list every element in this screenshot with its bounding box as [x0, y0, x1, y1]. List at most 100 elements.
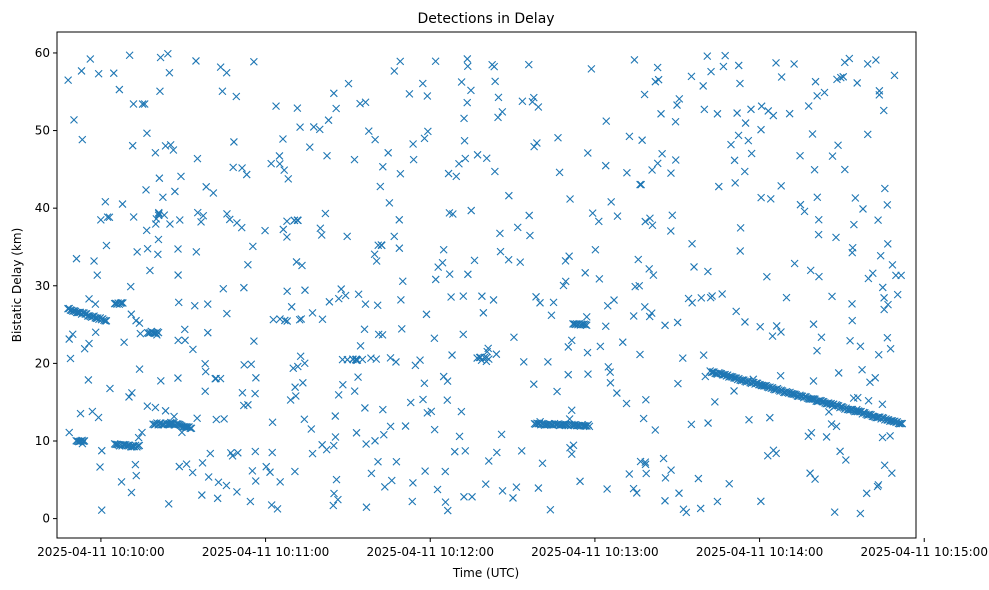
data-point: [209, 189, 218, 197]
data-point: [117, 478, 126, 486]
data-point: [318, 315, 327, 324]
data-point: [880, 184, 889, 193]
data-point: [396, 57, 405, 66]
data-point: [377, 241, 386, 250]
data-point: [362, 503, 371, 512]
data-point: [187, 424, 196, 433]
data-point: [525, 211, 534, 220]
data-point: [610, 296, 618, 304]
data-point: [529, 380, 538, 389]
data-point: [817, 333, 826, 342]
data-point: [484, 344, 493, 353]
data-point: [460, 136, 469, 145]
data-point: [309, 123, 318, 131]
data-point: [704, 419, 712, 427]
data-point: [623, 168, 631, 177]
y-tick-label: 30: [35, 279, 50, 293]
x-axis-label: Time (UTC): [452, 566, 519, 580]
data-point: [613, 212, 622, 221]
data-point: [818, 397, 827, 406]
y-tick-label: 60: [35, 46, 50, 60]
data-point: [289, 364, 298, 373]
data-point: [648, 166, 656, 174]
data-point: [814, 215, 823, 224]
data-point: [690, 263, 698, 271]
data-point: [654, 75, 663, 84]
data-point: [809, 320, 818, 329]
data-point: [135, 365, 144, 373]
data-point: [441, 498, 450, 506]
data-point: [536, 298, 544, 307]
data-point: [244, 260, 252, 269]
data-point: [883, 333, 892, 342]
data-point: [703, 52, 712, 61]
data-point: [811, 77, 820, 86]
data-point: [182, 460, 191, 469]
data-point: [897, 419, 905, 428]
data-point: [233, 487, 241, 496]
data-point: [810, 165, 819, 174]
data-point: [461, 446, 470, 455]
data-marks: [64, 49, 907, 518]
data-point: [601, 322, 610, 331]
data-point: [450, 447, 459, 456]
data-point: [880, 305, 889, 314]
data-point: [862, 489, 871, 498]
data-point: [261, 226, 269, 235]
data-point: [134, 433, 143, 442]
y-axis: 0 10 20 30 40 50 60: [35, 46, 57, 526]
data-point: [64, 76, 73, 85]
data-point: [630, 55, 639, 64]
data-point: [460, 492, 468, 501]
data-point: [874, 216, 882, 224]
data-point: [225, 215, 234, 224]
data-point: [762, 272, 771, 281]
data-point: [193, 414, 202, 423]
data-point: [354, 290, 363, 299]
data-point: [555, 168, 564, 177]
data-point: [490, 167, 499, 176]
data-point: [836, 447, 844, 456]
data-point: [127, 488, 136, 497]
data-point: [646, 214, 654, 223]
data-point: [813, 92, 822, 100]
data-point: [419, 395, 427, 404]
data-point: [653, 63, 662, 72]
data-point: [745, 415, 753, 424]
data-point: [291, 392, 300, 400]
data-point: [510, 333, 518, 342]
data-point: [871, 373, 880, 382]
data-point: [582, 321, 591, 330]
data-point: [776, 371, 785, 380]
data-point: [175, 216, 184, 224]
data-point: [832, 233, 840, 242]
data-point: [378, 162, 387, 171]
data-point: [736, 247, 745, 255]
data-point: [106, 384, 114, 393]
data-point: [315, 125, 324, 134]
data-point: [352, 355, 361, 364]
data-point: [733, 109, 742, 117]
data-point: [806, 266, 815, 275]
data-point: [517, 446, 526, 455]
data-point: [661, 474, 670, 482]
data-point: [455, 432, 464, 441]
data-point: [188, 468, 197, 477]
data-point: [223, 209, 231, 218]
data-point: [641, 395, 650, 404]
data-point: [777, 73, 786, 81]
data-point: [796, 200, 805, 209]
data-point: [416, 356, 424, 365]
data-point: [84, 376, 93, 384]
data-point: [463, 98, 472, 107]
data-point: [603, 485, 611, 493]
data-point: [247, 360, 256, 369]
data-point: [78, 135, 87, 144]
data-point: [447, 293, 455, 301]
data-point: [595, 274, 604, 283]
data-point: [385, 198, 394, 207]
data-point: [554, 133, 562, 142]
data-point: [534, 103, 543, 111]
x-tick-label: 2025-04-11 10:12:00: [367, 545, 494, 559]
data-point: [308, 449, 317, 458]
